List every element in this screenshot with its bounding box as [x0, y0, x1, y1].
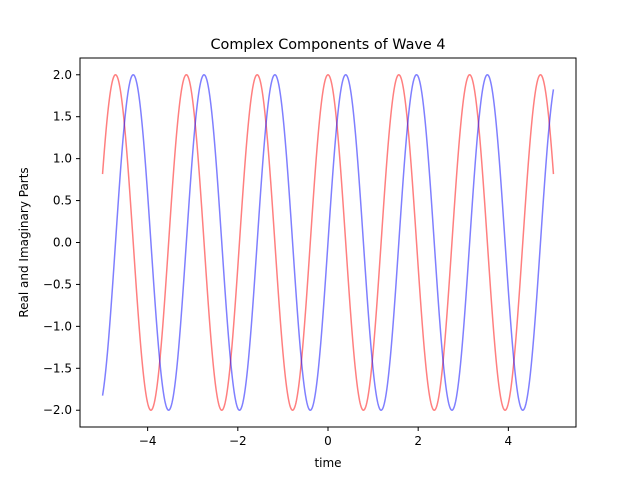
chart-title: Complex Components of Wave 4: [211, 37, 446, 53]
x-tick-label: −2: [229, 434, 247, 448]
series-layer: [101, 73, 555, 412]
x-axis-label: time: [314, 456, 341, 470]
y-tick-label: −1.0: [43, 319, 72, 333]
x-tick-label: −4: [139, 434, 157, 448]
x-tick-label: 4: [505, 434, 513, 448]
y-tick-label: −2.0: [43, 403, 72, 417]
y-axis-label: Real and Imaginary Parts: [17, 167, 31, 317]
y-tick-label: 0.0: [53, 236, 72, 250]
x-axis-ticks: −4 −2 0 2 4: [139, 427, 512, 448]
y-tick-label: 2.0: [53, 68, 72, 82]
y-tick-label: −1.5: [43, 361, 72, 375]
x-tick-label: 0: [324, 434, 332, 448]
y-tick-label: 1.5: [53, 110, 72, 124]
y-axis-ticks: −2.0 −1.5 −1.0 −0.5 0.0 0.5 1.0 1.5 2.0: [43, 68, 80, 417]
y-tick-label: −0.5: [43, 277, 72, 291]
x-tick-label: 2: [414, 434, 422, 448]
y-tick-label: 1.0: [53, 152, 72, 166]
series-line-1: [101, 73, 555, 412]
y-tick-label: 0.5: [53, 194, 72, 208]
